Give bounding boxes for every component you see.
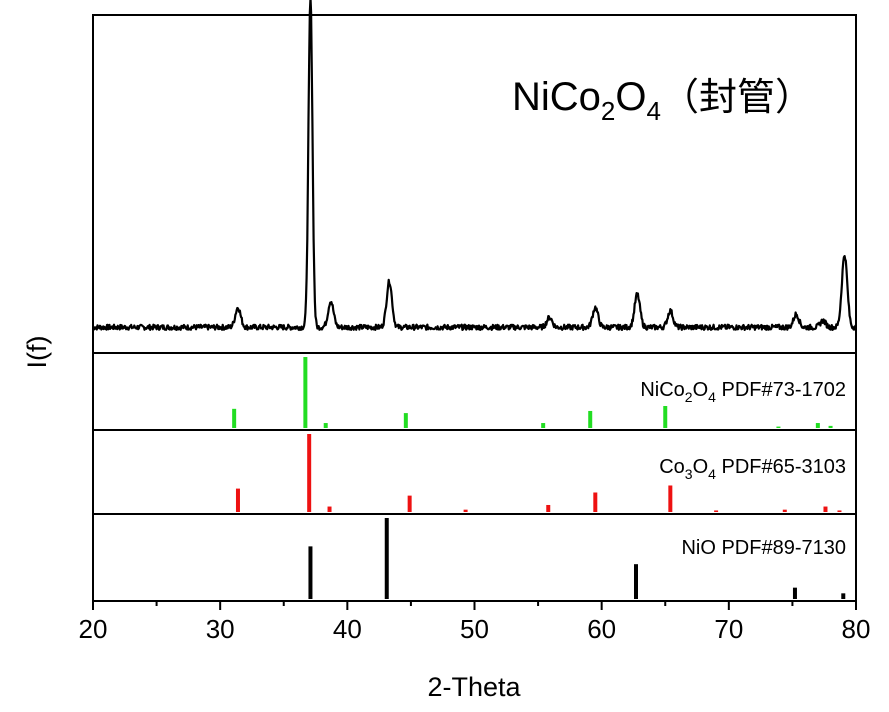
reference-sticks <box>232 357 846 599</box>
x-tick-label: 60 <box>587 614 616 644</box>
ref-label-nico2o4: NiCo2O4 PDF#73-1702 <box>640 379 846 405</box>
chart-title: NiCo2O4（封管） <box>512 75 813 126</box>
x-tick-label: 80 <box>842 614 871 644</box>
xrd-pattern-line <box>92 0 857 331</box>
chart-title-main: NiCo <box>512 75 601 119</box>
x-tick-label: 30 <box>206 614 235 644</box>
chart-title-sub2: 4 <box>647 96 661 126</box>
chart-title-mid: O <box>615 75 646 119</box>
x-tick-label: 20 <box>79 614 108 644</box>
x-axis-ticks: 20 30 40 50 60 70 80 <box>79 601 871 644</box>
x-tick-label: 70 <box>714 614 743 644</box>
chart-title-suffix: （封管） <box>661 75 813 119</box>
x-tick-label: 40 <box>333 614 362 644</box>
chart-title-sub1: 2 <box>601 96 615 126</box>
ref-label-co3o4: Co3O4 PDF#65-3103 <box>659 456 846 482</box>
ref-label-nio: NiO PDF#89-7130 <box>681 537 846 559</box>
x-tick-label: 50 <box>460 614 489 644</box>
x-axis-title: 2-Theta <box>427 672 521 702</box>
y-axis-title: I(f) <box>22 336 52 369</box>
